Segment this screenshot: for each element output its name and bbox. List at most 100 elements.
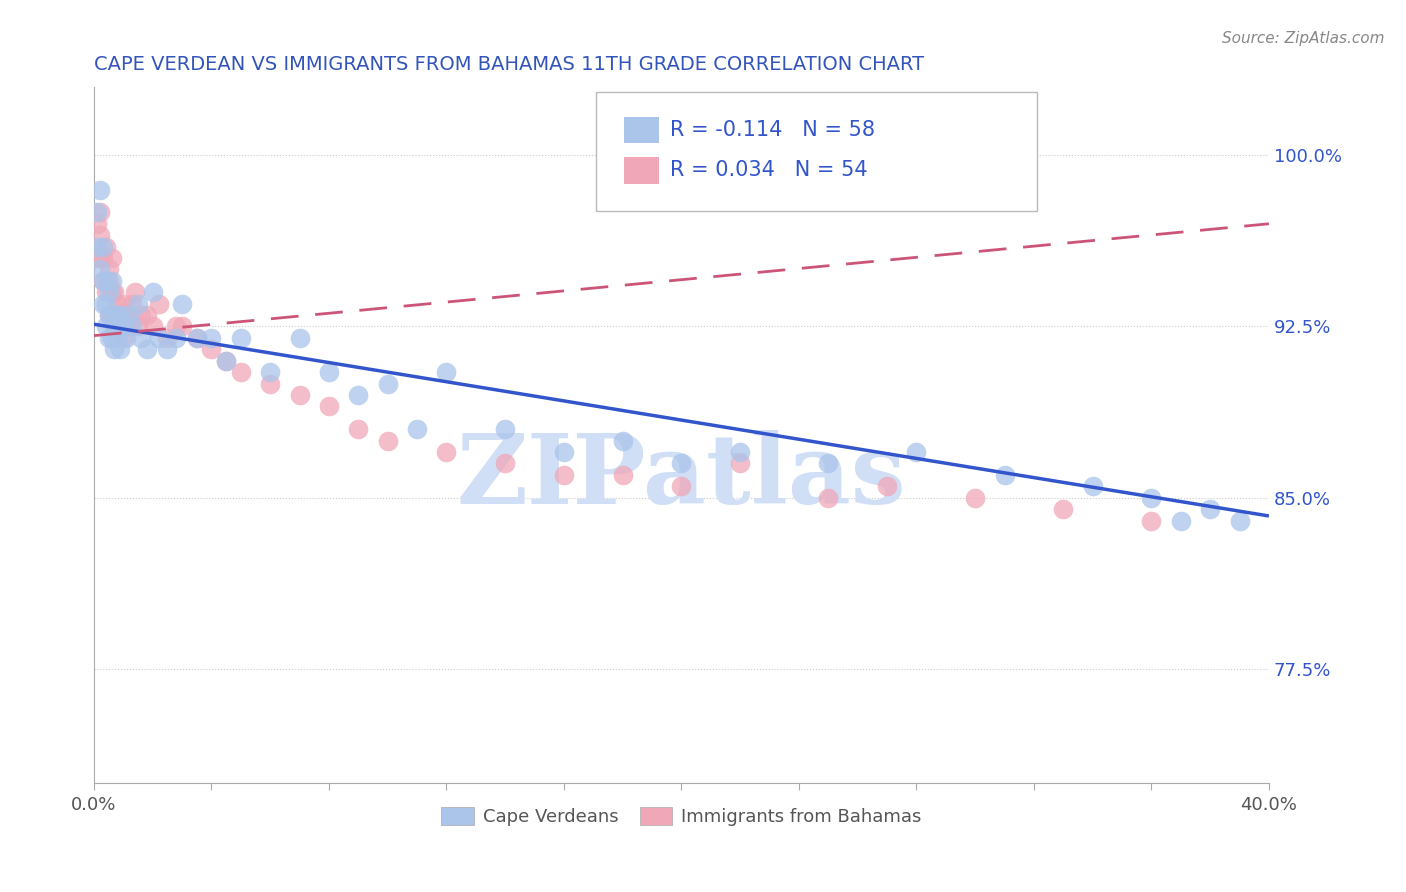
- Point: [110, 308, 132, 322]
- Point: [103, 319, 125, 334]
- Point: [91, 274, 114, 288]
- Point: [406, 422, 429, 436]
- Point: [148, 331, 170, 345]
- Point: [186, 331, 208, 345]
- Point: [89, 262, 111, 277]
- Point: [107, 296, 129, 310]
- Point: [347, 388, 370, 402]
- Point: [905, 445, 928, 459]
- Point: [100, 274, 122, 288]
- Point: [110, 308, 132, 322]
- Text: ZIPatlas: ZIPatlas: [457, 430, 907, 524]
- Point: [229, 365, 252, 379]
- Point: [107, 308, 129, 322]
- Point: [436, 365, 458, 379]
- Point: [121, 319, 143, 334]
- Point: [112, 319, 135, 334]
- Point: [103, 319, 125, 334]
- Point: [494, 422, 516, 436]
- Point: [91, 239, 114, 253]
- Point: [97, 262, 120, 277]
- Point: [1229, 514, 1251, 528]
- Point: [124, 285, 146, 300]
- Point: [229, 331, 252, 345]
- Point: [1199, 502, 1222, 516]
- Point: [259, 376, 281, 391]
- Point: [728, 457, 751, 471]
- Point: [100, 308, 122, 322]
- Point: [89, 182, 111, 196]
- Point: [288, 331, 311, 345]
- Point: [494, 457, 516, 471]
- Point: [1140, 514, 1163, 528]
- Point: [94, 285, 117, 300]
- Point: [165, 331, 187, 345]
- Point: [347, 422, 370, 436]
- Point: [127, 319, 149, 334]
- Text: CAPE VERDEAN VS IMMIGRANTS FROM BAHAMAS 11TH GRADE CORRELATION CHART: CAPE VERDEAN VS IMMIGRANTS FROM BAHAMAS …: [94, 55, 924, 74]
- Point: [86, 251, 108, 265]
- Point: [148, 296, 170, 310]
- Point: [165, 319, 187, 334]
- Point: [127, 296, 149, 310]
- Point: [436, 445, 458, 459]
- Point: [186, 331, 208, 345]
- Text: Source: ZipAtlas.com: Source: ZipAtlas.com: [1222, 31, 1385, 46]
- Point: [129, 308, 152, 322]
- Point: [100, 331, 122, 345]
- Point: [259, 365, 281, 379]
- Point: [97, 308, 120, 322]
- Point: [107, 319, 129, 334]
- Bar: [624, 117, 659, 144]
- Point: [112, 331, 135, 345]
- Point: [965, 491, 987, 505]
- Point: [118, 319, 141, 334]
- Point: [671, 457, 693, 471]
- Text: R = -0.114   N = 58: R = -0.114 N = 58: [669, 120, 875, 140]
- Point: [318, 365, 340, 379]
- Point: [1081, 479, 1104, 493]
- Point: [200, 343, 222, 357]
- Point: [110, 343, 132, 357]
- Point: [91, 274, 114, 288]
- Point: [115, 331, 138, 345]
- Point: [97, 308, 120, 322]
- Point: [318, 400, 340, 414]
- Point: [107, 331, 129, 345]
- Point: [135, 308, 157, 322]
- Point: [97, 285, 120, 300]
- Point: [817, 457, 839, 471]
- Point: [103, 343, 125, 357]
- Point: [993, 467, 1015, 482]
- Legend: Cape Verdeans, Immigrants from Bahamas: Cape Verdeans, Immigrants from Bahamas: [434, 799, 929, 833]
- Point: [377, 434, 399, 448]
- Point: [103, 285, 125, 300]
- Point: [215, 353, 238, 368]
- Point: [142, 285, 165, 300]
- Point: [156, 331, 179, 345]
- Point: [94, 319, 117, 334]
- Point: [156, 343, 179, 357]
- Point: [135, 343, 157, 357]
- FancyBboxPatch shape: [596, 92, 1038, 211]
- Point: [671, 479, 693, 493]
- Point: [1140, 491, 1163, 505]
- Point: [89, 228, 111, 243]
- Point: [129, 331, 152, 345]
- Point: [288, 388, 311, 402]
- Point: [86, 217, 108, 231]
- Point: [94, 274, 117, 288]
- Point: [118, 308, 141, 322]
- Point: [100, 285, 122, 300]
- Point: [89, 251, 111, 265]
- Point: [91, 296, 114, 310]
- Point: [1170, 514, 1192, 528]
- Point: [876, 479, 898, 493]
- Point: [112, 296, 135, 310]
- Point: [553, 445, 575, 459]
- Point: [817, 491, 839, 505]
- Point: [553, 467, 575, 482]
- Point: [121, 296, 143, 310]
- Point: [100, 308, 122, 322]
- Point: [1052, 502, 1074, 516]
